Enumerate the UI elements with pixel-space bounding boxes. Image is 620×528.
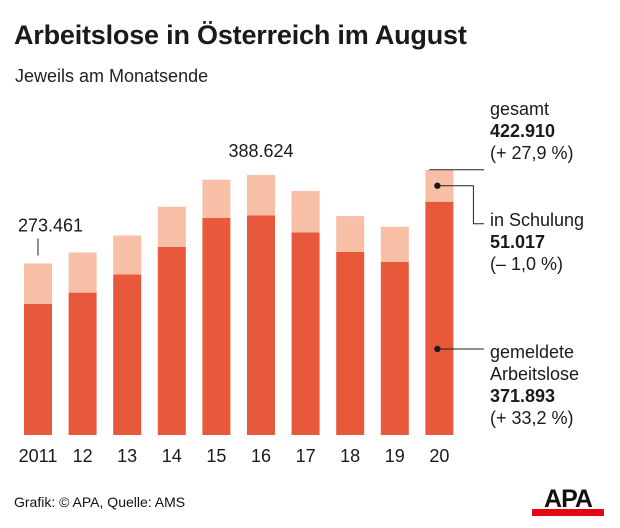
leader-schulung-dot [434, 182, 441, 189]
bar-segment-gemeldete-20 [425, 201, 454, 435]
x-tick-label-17: 17 [296, 446, 316, 466]
annotation-schulung-label: in Schulung [490, 210, 585, 230]
annotation-gemeldete: gemeldete Arbeitslose 371.893 (+ 33,2 %) [490, 341, 579, 429]
annotation-gesamt-change: (+ 27,9 %) [490, 143, 574, 163]
x-tick-label-14: 14 [162, 446, 182, 466]
bar-segment-gemeldete-18 [336, 251, 365, 435]
apa-logo: APA [532, 485, 604, 516]
bar-segment-schulung-12 [68, 252, 97, 293]
annotation-gesamt: gesamt 422.910 (+ 27,9 %) [490, 98, 574, 164]
bar-segment-gemeldete-14 [157, 246, 186, 435]
bar-segment-schulung-15 [202, 179, 231, 218]
bar-segment-schulung-18 [336, 216, 365, 252]
x-tick-label-20: 20 [429, 446, 449, 466]
annotation-gemeldete-label-2: Arbeitslose [490, 364, 580, 384]
bar-segment-schulung-13 [113, 235, 142, 275]
bar-segment-gemeldete-13 [113, 274, 142, 435]
bar-segment-gemeldete-19 [380, 261, 409, 435]
bar-segment-schulung-16 [247, 174, 275, 216]
leader-schulung [437, 185, 484, 225]
bar-segment-schulung-17 [291, 190, 320, 233]
apa-logo-bar [532, 509, 604, 516]
data-label-16: 388.624 [228, 141, 293, 161]
leader-gemeldete-dot [434, 345, 441, 353]
annotation-gemeldete-value: 371.893 [490, 386, 556, 406]
annotation-gesamt-value: 422.910 [490, 121, 556, 141]
x-tick-label-15: 15 [206, 446, 226, 466]
x-tick-label-12: 12 [73, 446, 93, 466]
annotation-gemeldete-change: (+ 33,2 %) [490, 408, 574, 428]
x-tick-label-16: 16 [251, 446, 271, 466]
data-label-2011: 273.461 [18, 215, 83, 235]
bar-segment-gemeldete-12 [68, 292, 97, 435]
bar-segment-schulung-14 [157, 206, 186, 247]
bar-segment-gemeldete-16 [247, 215, 275, 435]
annotation-schulung: in Schulung 51.017 (– 1,0 %) [490, 209, 584, 275]
bar-segment-gemeldete-15 [202, 217, 231, 435]
x-tick-label-2011: 2011 [19, 446, 58, 466]
annotation-gemeldete-label-1: gemeldete [490, 342, 575, 362]
x-tick-label-18: 18 [340, 446, 360, 466]
annotation-schulung-value: 51.017 [490, 232, 546, 252]
apa-logo-text: APA [544, 485, 593, 513]
source-note: Grafik: © APA, Quelle: AMS [14, 494, 186, 510]
x-tick-label-19: 19 [385, 446, 405, 466]
chart-subtitle: Jeweils am Monatsende [15, 66, 209, 86]
bar-segment-schulung-2011 [24, 263, 52, 304]
bar-segment-gemeldete-17 [291, 232, 320, 435]
annotation-gesamt-label: gesamt [490, 99, 550, 119]
bar-segment-schulung-19 [380, 226, 409, 262]
chart-title: Arbeitslose in Österreich im August [14, 20, 467, 50]
x-tick-label-13: 13 [117, 446, 137, 466]
bar-segment-gemeldete-2011 [24, 303, 52, 435]
annotation-schulung-change: (– 1,0 %) [490, 254, 564, 274]
